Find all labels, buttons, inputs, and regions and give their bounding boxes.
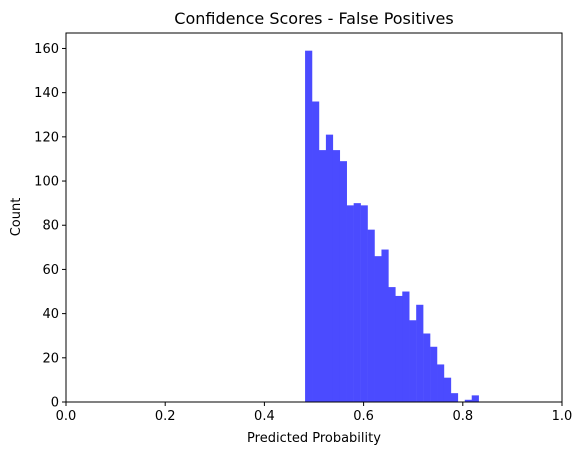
x-tick-label-4: 0.8 [452, 409, 473, 424]
y-tick-label-8: 160 [34, 42, 59, 57]
y-tick-label-5: 100 [34, 175, 59, 190]
histogram-bar-15 [409, 320, 417, 402]
histogram-bar-8 [360, 205, 368, 402]
plot-frame [65, 32, 563, 403]
histogram-bar-18 [430, 346, 438, 402]
histogram-bar-1 [312, 101, 320, 402]
y-axis-title: Count [9, 198, 24, 237]
histogram-bar-17 [423, 333, 431, 402]
y-tick-label-6: 120 [34, 130, 59, 145]
y-tick-label-1: 20 [42, 351, 59, 366]
histogram-bar-16 [416, 304, 424, 402]
y-tick-label-4: 80 [42, 219, 59, 234]
histogram-bar-20 [443, 377, 452, 402]
x-tick-label-5: 1.0 [552, 409, 573, 424]
chart-title: Confidence Scores - False Positives [174, 9, 453, 28]
histogram-bar-6 [346, 205, 354, 402]
histogram-bar-24 [471, 395, 479, 402]
histogram-bar-10 [374, 256, 382, 402]
histogram-bar-5 [339, 161, 347, 402]
y-tick-label-0: 0 [51, 396, 59, 411]
histogram-bar-2 [318, 150, 327, 402]
histogram-bar-13 [395, 295, 403, 402]
histogram-bar-4 [332, 150, 341, 402]
histogram-bar-12 [388, 287, 396, 402]
y-tick-label-7: 140 [34, 86, 59, 101]
histogram-bar-9 [367, 229, 375, 402]
bars-group [305, 50, 479, 403]
x-axis-title: Predicted Probability [247, 431, 381, 446]
histogram-bar-23 [464, 399, 472, 402]
x-axis-ticks: 0.0 0.2 0.4 0.6 0.8 1.0 [56, 402, 573, 424]
histogram-bar-0 [305, 50, 313, 403]
y-tick-label-3: 60 [42, 263, 59, 278]
histogram-bar-19 [437, 364, 445, 402]
y-tick-label-2: 40 [42, 307, 59, 322]
histogram-bar-3 [325, 134, 334, 402]
histogram-bar-11 [381, 249, 389, 402]
x-tick-label-0: 0.0 [56, 409, 77, 424]
histogram-bar-7 [353, 203, 361, 402]
histogram-bar-14 [402, 291, 410, 402]
x-tick-label-2: 0.4 [254, 409, 275, 424]
y-axis-ticks: 0 20 40 60 80 100 120 140 160 [34, 42, 66, 411]
histogram-bar-21 [450, 393, 459, 402]
x-tick-label-3: 0.6 [353, 409, 374, 424]
x-tick-label-1: 0.2 [155, 409, 176, 424]
